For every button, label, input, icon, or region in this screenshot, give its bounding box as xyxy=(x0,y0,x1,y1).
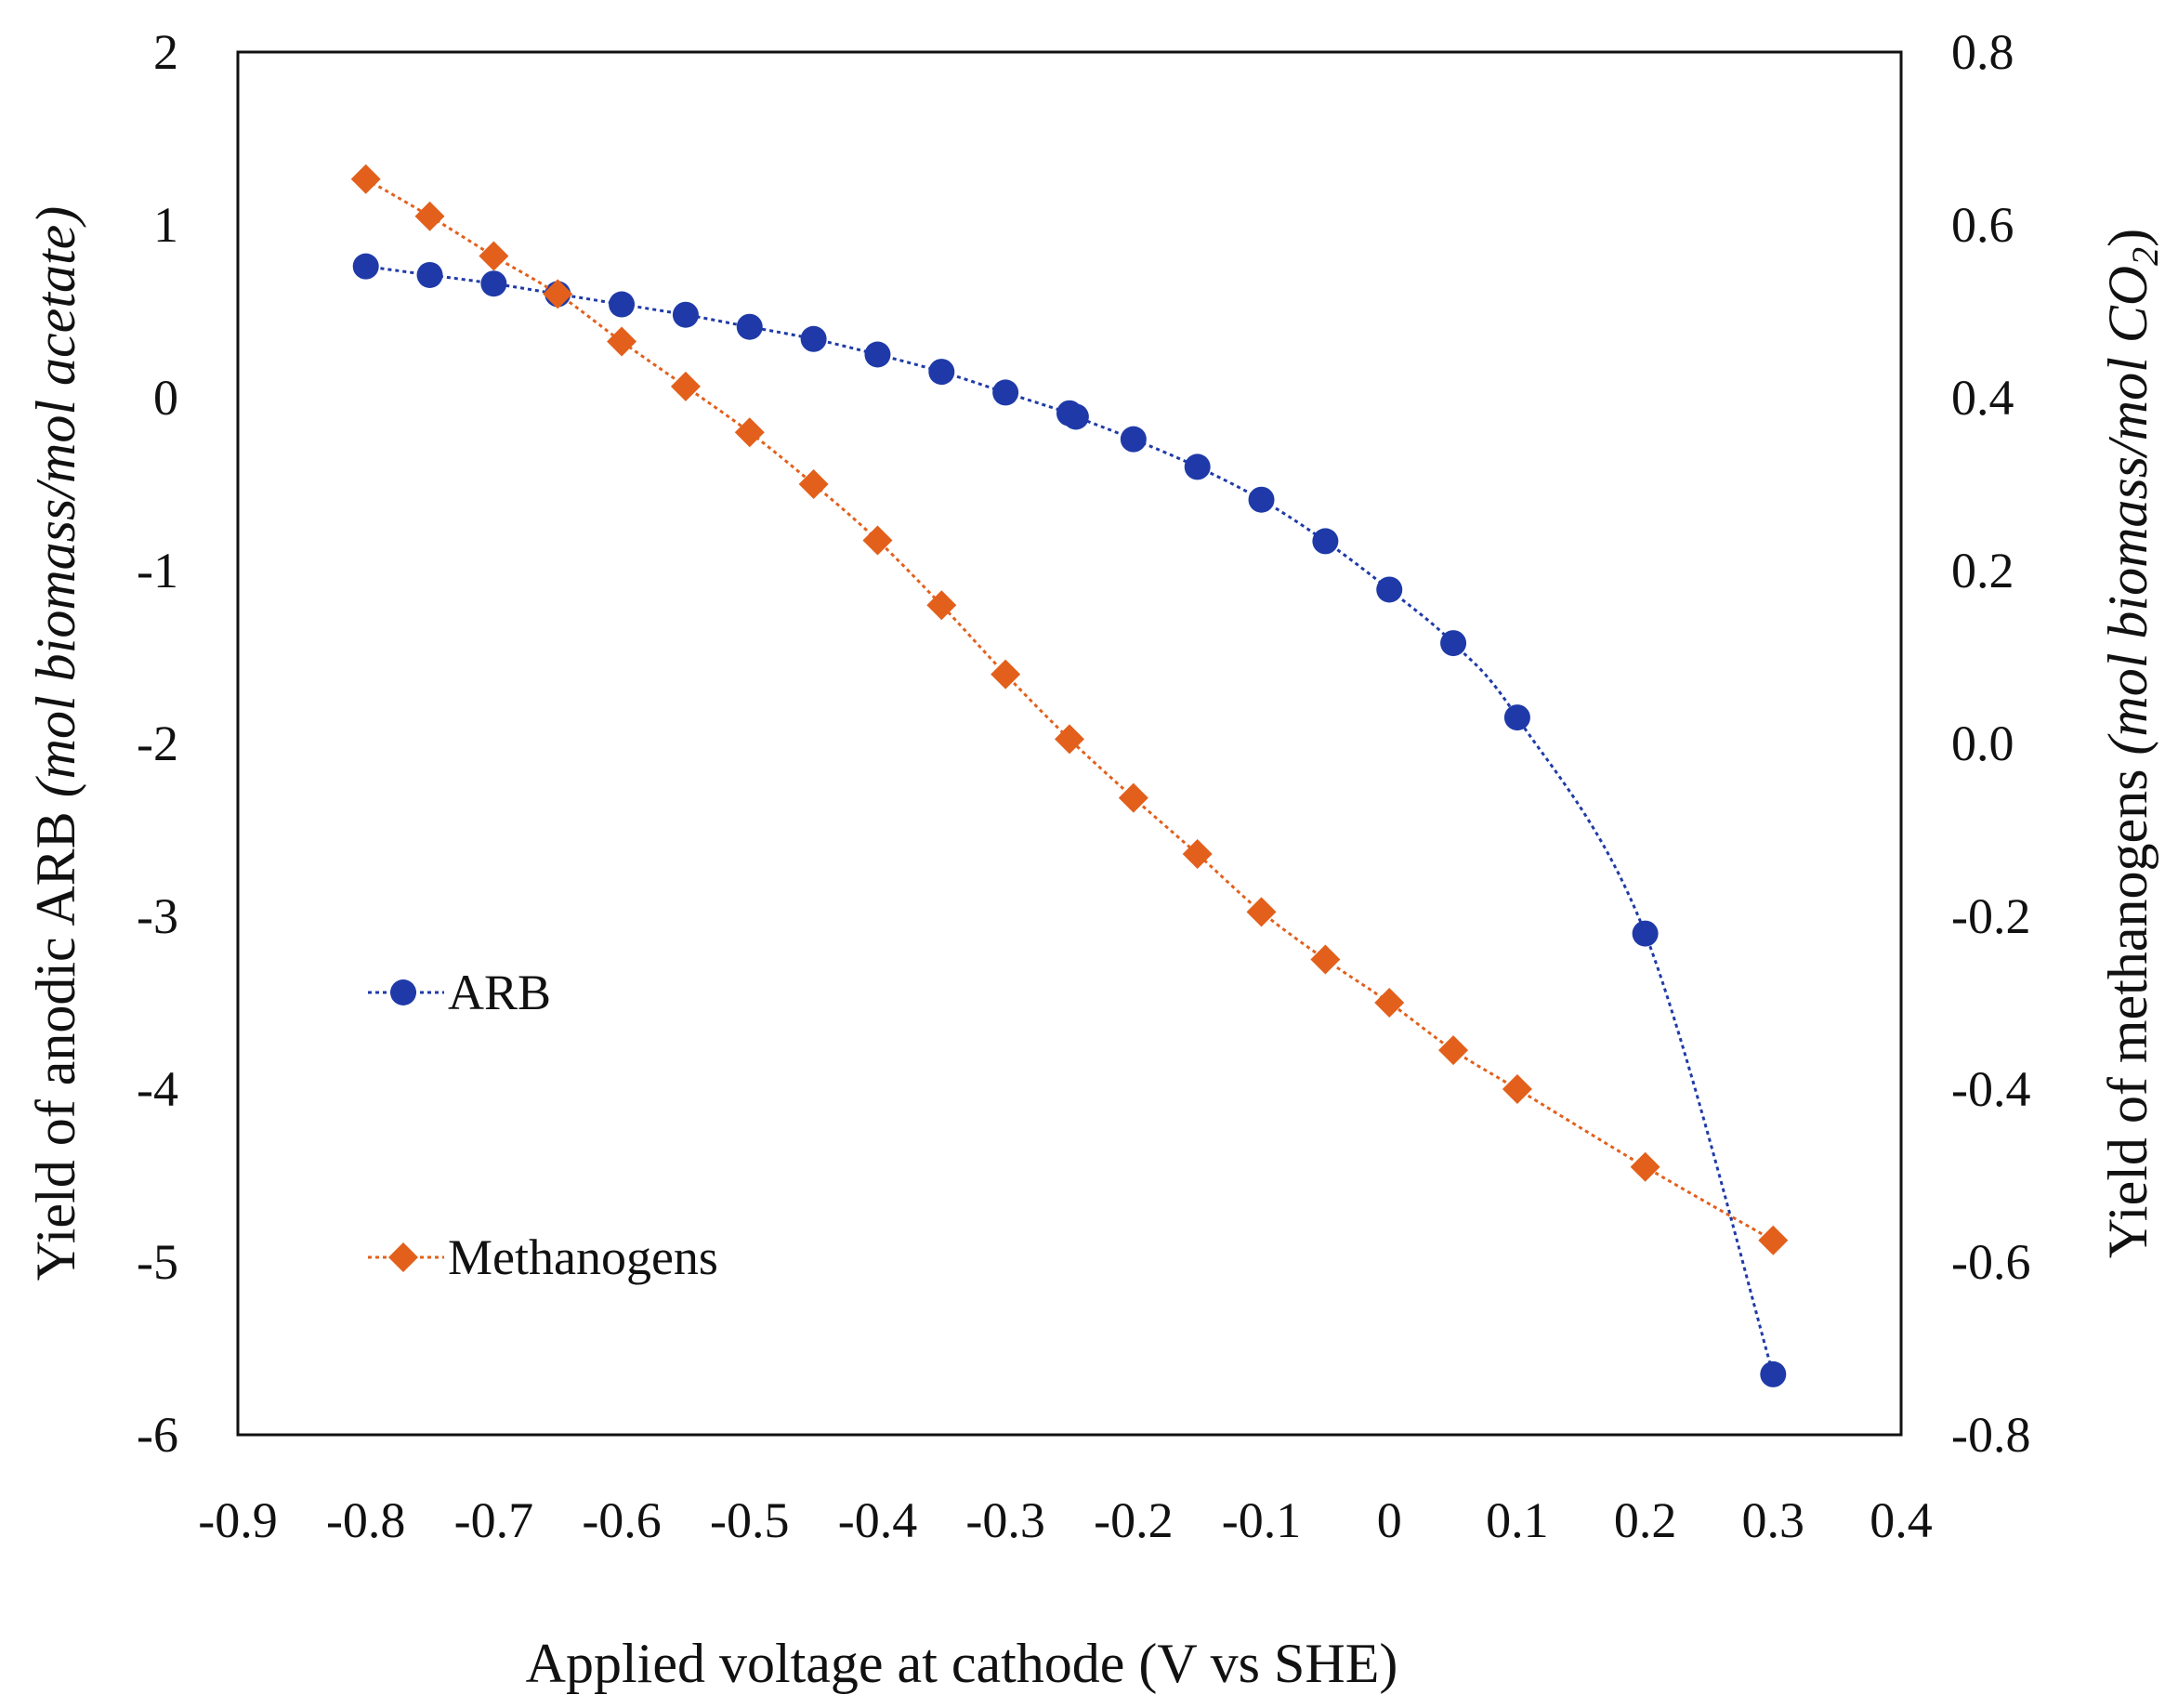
left-y-tick-label: -4 xyxy=(137,1061,178,1117)
left-y-tick-label: 2 xyxy=(153,24,178,80)
data-point-arb xyxy=(800,325,827,352)
right-y-tick-label: -0.4 xyxy=(1951,1061,2030,1117)
right-y-tick-label: -0.8 xyxy=(1951,1407,2030,1463)
x-tick-label: -0.1 xyxy=(1222,1492,1301,1548)
legend: ARB Methanogens xyxy=(368,965,718,1285)
right-y-tick-label: -0.2 xyxy=(1951,888,2030,944)
x-tick-label: 0.2 xyxy=(1614,1492,1677,1548)
data-point-methanogens xyxy=(543,279,573,309)
x-tick-label: 0.4 xyxy=(1870,1492,1933,1548)
left-y-tick-label: -2 xyxy=(137,716,178,771)
data-point-arb xyxy=(928,359,955,386)
data-point-arb xyxy=(1503,704,1530,731)
data-point-arb xyxy=(352,253,379,280)
data-point-methanogens xyxy=(862,525,893,556)
data-point-methanogens xyxy=(414,201,445,231)
data-point-arb xyxy=(1760,1360,1787,1387)
data-point-methanogens xyxy=(1758,1225,1789,1255)
right-y-tick-label: 0.2 xyxy=(1951,543,2014,598)
right-y-axis-ticks: 0.8 0.6 0.4 0.2 0.0 -0.2 -0.4 -0.6 -0.8 xyxy=(1951,24,2030,1463)
right-y-axis-title-italic: (mol biomass/mol CO xyxy=(2097,266,2158,755)
data-point-arb xyxy=(416,261,443,288)
data-point-arb xyxy=(1248,486,1275,513)
data-point-arb xyxy=(1376,576,1403,603)
data-point-arb xyxy=(609,291,636,318)
legend-label-methanogens: Methanogens xyxy=(448,1229,718,1285)
right-y-axis-title-subscript: 2 xyxy=(2124,247,2166,266)
x-tick-label: 0.3 xyxy=(1742,1492,1805,1548)
data-point-arb xyxy=(1062,403,1089,430)
left-y-tick-label: 1 xyxy=(153,197,178,253)
x-axis-title: Applied voltage at cathode (V vs SHE) xyxy=(526,1633,1398,1694)
data-point-arb xyxy=(1184,453,1211,480)
data-point-methanogens xyxy=(1630,1151,1660,1182)
data-point-arb xyxy=(480,270,507,297)
data-point-arb xyxy=(992,379,1019,406)
right-y-tick-label: 0.4 xyxy=(1951,370,2014,426)
x-tick-label: 0.1 xyxy=(1486,1492,1549,1548)
data-point-arb xyxy=(672,301,699,328)
data-point-methanogens xyxy=(1310,944,1341,975)
data-point-methanogens xyxy=(670,371,701,401)
x-tick-label: -0.8 xyxy=(326,1492,405,1548)
right-y-axis-title-plain: Yield of methanogens xyxy=(2097,755,2158,1259)
right-y-tick-label: -0.6 xyxy=(1951,1234,2030,1290)
data-point-methanogens xyxy=(926,590,957,621)
data-point-methanogens xyxy=(1246,897,1277,927)
data-point-methanogens xyxy=(350,164,381,194)
series-line-arb xyxy=(365,265,1775,1375)
x-tick-label: -0.5 xyxy=(710,1492,789,1548)
data-point-methanogens xyxy=(1118,782,1148,813)
x-tick-label: -0.4 xyxy=(838,1492,917,1548)
x-tick-label: -0.3 xyxy=(965,1492,1044,1548)
data-point-methanogens xyxy=(1055,724,1084,755)
data-point-methanogens xyxy=(1182,839,1213,870)
x-tick-label: -0.7 xyxy=(454,1492,533,1548)
left-y-axis-title-italic: (mol biomass/mol acetate) xyxy=(25,206,86,798)
data-point-methanogens xyxy=(1438,1035,1469,1066)
legend-label-arb: ARB xyxy=(448,965,551,1020)
left-y-axis-title: Yield of anodic ARB (mol biomass/mol ace… xyxy=(25,206,86,1281)
left-y-tick-label: -3 xyxy=(137,888,178,944)
data-point-methanogens xyxy=(798,469,829,499)
data-point-arb xyxy=(1440,630,1467,657)
data-point-methanogens xyxy=(734,417,765,448)
legend-marker-arb xyxy=(390,979,416,1005)
right-y-tick-label: 0.8 xyxy=(1951,24,2014,80)
left-y-tick-label: -6 xyxy=(137,1407,178,1463)
series-layer xyxy=(350,164,1789,1387)
data-point-methanogens xyxy=(1374,988,1405,1018)
x-tick-label: 0 xyxy=(1377,1492,1402,1548)
data-point-arb xyxy=(1120,426,1147,453)
data-point-methanogens xyxy=(607,326,637,357)
data-point-arb xyxy=(864,341,891,368)
right-y-axis-title: Yield of methanogens (mol biomass/mol CO… xyxy=(2097,229,2166,1258)
right-y-tick-label: 0.0 xyxy=(1951,716,2014,771)
x-axis-ticks: -0.9 -0.8 -0.7 -0.6 -0.5 -0.4 -0.3 -0.2 -0.1 0 0.1… xyxy=(198,1492,1932,1548)
data-point-methanogens xyxy=(479,241,509,271)
data-point-arb xyxy=(1312,528,1339,555)
data-point-methanogens xyxy=(991,659,1021,690)
left-y-tick-label: -5 xyxy=(137,1234,178,1290)
legend-marker-methanogens xyxy=(388,1242,418,1272)
left-y-tick-label: -1 xyxy=(137,543,178,598)
plot-area xyxy=(236,50,1903,1437)
left-y-tick-label: 0 xyxy=(153,370,178,426)
x-tick-label: -0.9 xyxy=(198,1492,277,1548)
data-point-methanogens xyxy=(1502,1074,1532,1104)
right-y-tick-label: 0.6 xyxy=(1951,197,2014,253)
data-point-arb xyxy=(736,313,763,340)
x-tick-label: -0.2 xyxy=(1094,1492,1173,1548)
right-y-axis-title-close: ) xyxy=(2097,229,2158,247)
x-tick-label: -0.6 xyxy=(582,1492,661,1548)
series-line-methanogens xyxy=(364,177,1775,1242)
left-y-axis-title-plain: Yield of anodic ARB xyxy=(25,797,86,1281)
data-point-arb xyxy=(1632,920,1659,947)
left-y-axis-ticks: 2 1 0 -1 -2 -3 -4 -5 -6 xyxy=(137,24,178,1463)
